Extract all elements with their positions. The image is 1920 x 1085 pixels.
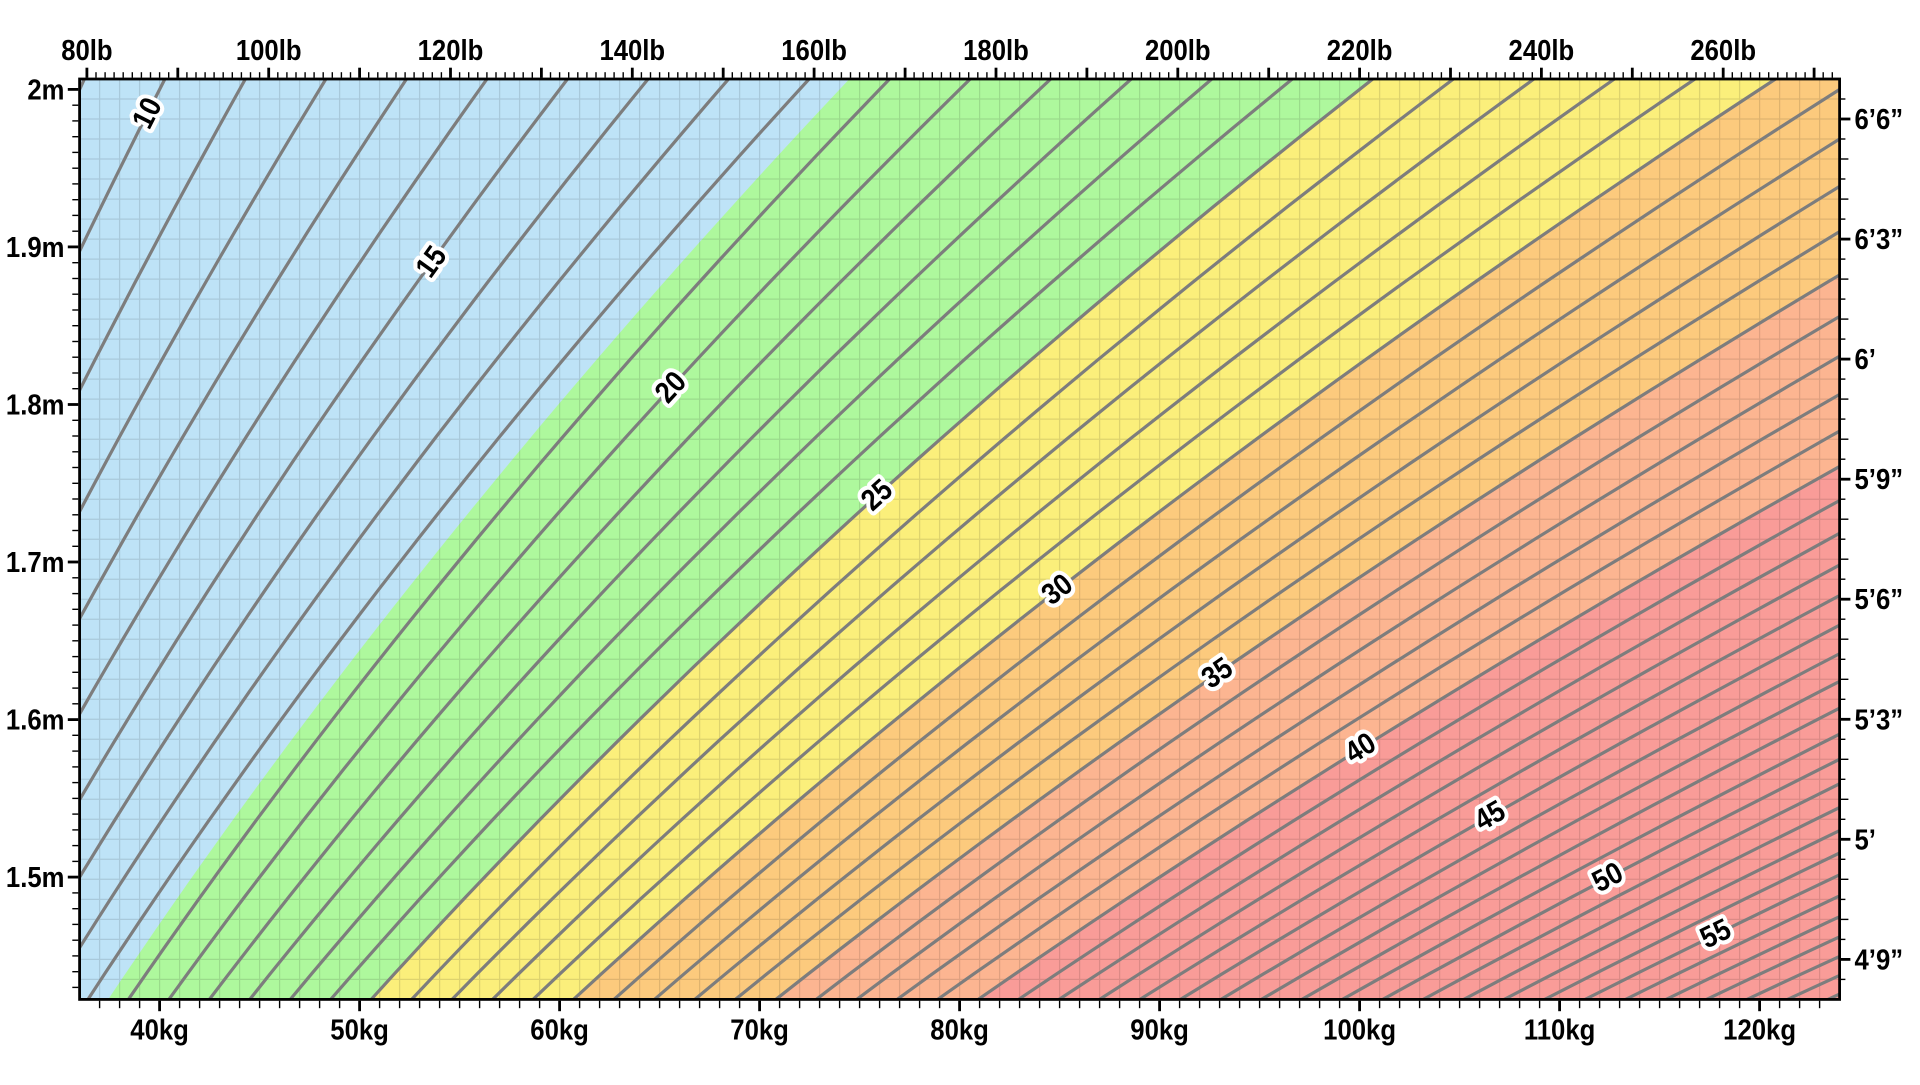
svg-text:5’9”: 5’9” [1855,464,1904,496]
svg-text:1.7m: 1.7m [6,547,65,579]
svg-text:4’9”: 4’9” [1855,944,1904,976]
svg-text:2m: 2m [27,74,64,106]
svg-text:1.9m: 1.9m [6,232,65,264]
svg-text:140lb: 140lb [599,35,665,67]
svg-text:5’6”: 5’6” [1855,584,1904,616]
svg-text:120lb: 120lb [418,35,484,67]
svg-text:120kg: 120kg [1723,1015,1796,1047]
svg-text:6’6”: 6’6” [1855,104,1904,136]
svg-text:60kg: 60kg [530,1015,589,1047]
svg-text:260lb: 260lb [1690,35,1756,67]
svg-text:80kg: 80kg [930,1015,989,1047]
svg-text:100lb: 100lb [236,35,302,67]
svg-text:50kg: 50kg [330,1015,389,1047]
svg-text:110kg: 110kg [1524,1015,1595,1047]
svg-text:1.6m: 1.6m [6,705,65,737]
svg-text:240lb: 240lb [1509,35,1575,67]
svg-text:5’3”: 5’3” [1855,704,1904,736]
svg-text:180lb: 180lb [963,35,1029,67]
svg-text:40kg: 40kg [130,1015,189,1047]
svg-text:1.8m: 1.8m [6,390,65,422]
svg-text:100kg: 100kg [1323,1015,1396,1047]
svg-text:6’: 6’ [1855,344,1876,376]
svg-text:6’3”: 6’3” [1855,224,1904,256]
svg-text:1.5m: 1.5m [6,862,65,894]
svg-text:5’: 5’ [1855,824,1876,856]
svg-text:220lb: 220lb [1327,35,1393,67]
svg-text:160lb: 160lb [781,35,847,67]
svg-text:70kg: 70kg [730,1015,789,1047]
svg-text:90kg: 90kg [1130,1015,1189,1047]
svg-text:80lb: 80lb [61,35,112,67]
svg-text:200lb: 200lb [1145,35,1211,67]
